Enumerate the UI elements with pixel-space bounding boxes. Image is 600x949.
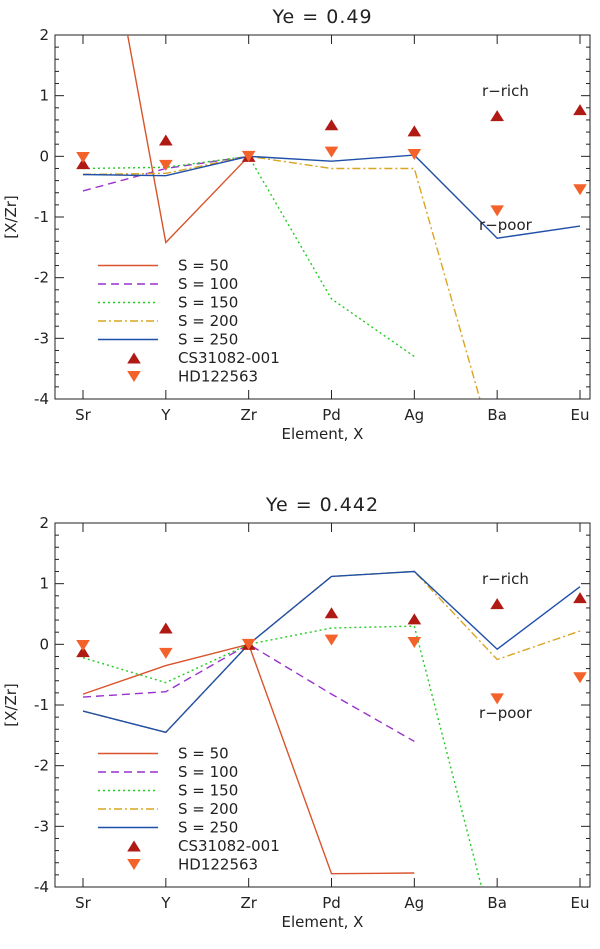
legend-label: CS31082-001 bbox=[178, 349, 280, 367]
x-axis-label: Element, X bbox=[282, 425, 364, 443]
series-line bbox=[82, 643, 415, 743]
y-tick-label: -1 bbox=[34, 696, 49, 714]
x-tick-label: Sr bbox=[75, 406, 92, 424]
legend-label: S = 150 bbox=[178, 294, 238, 312]
legend-marker bbox=[127, 371, 141, 382]
series-line bbox=[82, 570, 581, 734]
marker-triangle-down bbox=[241, 150, 256, 162]
series-line bbox=[82, 155, 415, 358]
marker-triangle-up bbox=[490, 598, 504, 610]
marker-triangle-down bbox=[159, 159, 173, 171]
y-axis-label: [X/Zr] bbox=[2, 683, 20, 726]
marker-triangle-up bbox=[490, 110, 504, 122]
legend-label: S = 100 bbox=[178, 275, 238, 293]
legend-label: S = 100 bbox=[178, 763, 238, 781]
annotation: r−poor bbox=[479, 216, 533, 234]
legend-label: S = 250 bbox=[178, 331, 238, 349]
marker-triangle-up bbox=[159, 622, 173, 634]
y-axis-label: [X/Zr] bbox=[2, 195, 20, 238]
x-tick-label: Y bbox=[160, 406, 171, 424]
legend-label: S = 50 bbox=[178, 745, 229, 763]
chart-panel-2: Ye = 0.442 -4 -3 -2 -1 0 1 2 Sr Y Zr Pd Ag Ba Eu Elemen… bbox=[2, 494, 591, 931]
chart-title: Ye = 0.49 bbox=[271, 6, 372, 28]
y-tick-label: -4 bbox=[34, 390, 49, 408]
marker-triangle-down bbox=[490, 693, 504, 705]
x-tick-label: Pd bbox=[322, 894, 341, 912]
marker-triangle-up bbox=[159, 134, 173, 146]
series-line bbox=[82, 155, 481, 399]
marker-triangle-down bbox=[573, 672, 587, 684]
legend-label: HD122563 bbox=[178, 856, 258, 874]
x-tick-label: Pd bbox=[322, 406, 341, 424]
marker-triangle-down bbox=[76, 640, 90, 652]
x-tick-label: Ag bbox=[404, 406, 424, 424]
legend-label: CS31082-001 bbox=[178, 837, 280, 855]
series-group bbox=[82, 570, 581, 887]
marker-triangle-down bbox=[76, 152, 90, 164]
y-tick-label: -2 bbox=[34, 269, 49, 287]
y-tick-label: -4 bbox=[34, 878, 49, 896]
annotation: r−rich bbox=[482, 82, 529, 100]
marker-triangle-up bbox=[324, 119, 339, 131]
y-tick-label: 0 bbox=[39, 635, 49, 653]
marker-triangle-down bbox=[490, 205, 504, 217]
x-tick-label: Ba bbox=[487, 406, 506, 424]
x-tick-label: Sr bbox=[75, 894, 92, 912]
x-tick-label: Y bbox=[160, 894, 171, 912]
chart-title: Ye = 0.442 bbox=[265, 494, 379, 516]
y-tick-label: 1 bbox=[39, 87, 49, 105]
legend-label: S = 200 bbox=[178, 312, 238, 330]
x-axis-label: Element, X bbox=[282, 913, 364, 931]
marker-triangle-down bbox=[159, 647, 173, 659]
x-tick-label: Ag bbox=[404, 894, 424, 912]
series-line bbox=[126, 35, 250, 244]
annotation: r−rich bbox=[482, 570, 529, 588]
marker-triangle-up bbox=[407, 125, 422, 137]
marker-triangle-down bbox=[324, 146, 339, 158]
legend-marker bbox=[127, 352, 141, 364]
series-line bbox=[82, 154, 581, 239]
marker-triangle-down bbox=[407, 637, 422, 649]
x-tick-label: Ba bbox=[487, 894, 506, 912]
chart-panel-1: Ye = 0.49 -4 -3 -2 -1 0 1 2 Sr Y Zr Pd Ag Ba Eu Element… bbox=[2, 6, 591, 443]
y-tick-label: -2 bbox=[34, 757, 49, 775]
series-line bbox=[82, 625, 483, 887]
marker-triangle-up bbox=[76, 158, 90, 170]
legend-label: S = 150 bbox=[178, 782, 238, 800]
marker-triangle-down bbox=[407, 149, 422, 161]
y-tick-label: 2 bbox=[39, 514, 49, 532]
x-tick-label: Zr bbox=[240, 894, 257, 912]
marker-triangle-up bbox=[407, 613, 422, 625]
y-tick-label: -3 bbox=[34, 329, 49, 347]
legend-label: S = 200 bbox=[178, 800, 238, 818]
y-tick-label: 0 bbox=[39, 147, 49, 165]
marker-triangle-up bbox=[76, 646, 90, 658]
legend-label: HD122563 bbox=[178, 368, 258, 386]
legend-marker bbox=[127, 859, 141, 870]
x-tick-label: Zr bbox=[240, 406, 257, 424]
legend-marker bbox=[127, 840, 141, 852]
marker-triangle-up bbox=[573, 592, 587, 604]
y-tick-label: -1 bbox=[34, 208, 49, 226]
marker-triangle-down bbox=[573, 184, 587, 196]
y-tick-label: -3 bbox=[34, 817, 49, 835]
annotation: r−poor bbox=[479, 704, 533, 722]
legend-label: S = 50 bbox=[178, 257, 229, 275]
marker-triangle-up bbox=[573, 104, 587, 116]
legend-label: S = 250 bbox=[178, 819, 238, 837]
marker-triangle-up bbox=[324, 607, 339, 619]
x-tick-label: Eu bbox=[571, 894, 590, 912]
y-tick-label: 2 bbox=[39, 26, 49, 44]
marker-triangle-down bbox=[324, 634, 339, 646]
x-tick-label: Eu bbox=[571, 406, 590, 424]
marker-triangle-down bbox=[241, 638, 256, 650]
y-tick-label: 1 bbox=[39, 575, 49, 593]
